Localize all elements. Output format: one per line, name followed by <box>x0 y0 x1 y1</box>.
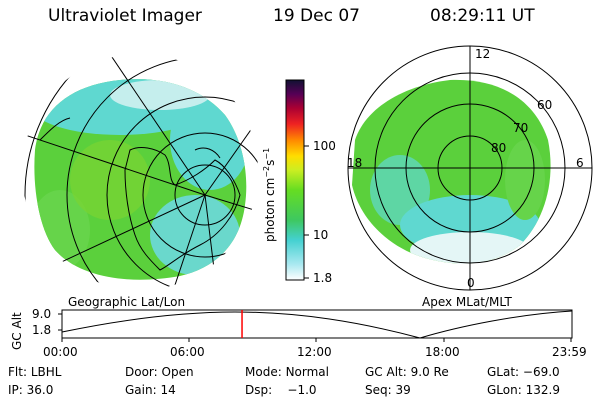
info-dsp: Dsp: −1.0 <box>245 383 317 397</box>
colorbar-unit-label: photon cm−2s−1 <box>262 147 277 242</box>
colorbar-tick-100: 100 <box>313 139 336 153</box>
info-glat: GLat: −69.0 <box>487 365 560 379</box>
mlt-label-6: 6 <box>576 156 584 170</box>
time-label: 08:29:11 UT <box>430 6 535 26</box>
info-mode: Mode: Normal <box>245 365 329 379</box>
apex-caption: Apex MLat/MLT <box>422 295 512 309</box>
xtick-0600: 06:00 <box>170 345 205 359</box>
xtick-1200: 12:00 <box>297 345 332 359</box>
altitude-ytick-9: 9.0 <box>32 307 52 321</box>
mlt-label-12: 12 <box>475 47 491 61</box>
xtick-1800: 18:00 <box>425 345 460 359</box>
geographic-image <box>22 54 258 290</box>
colorbar-tick-10: 10 <box>313 228 329 242</box>
info-ip: IP: 36.0 <box>8 383 54 397</box>
info-gain: Gain: 14 <box>125 383 176 397</box>
info-glon: GLon: 132.9 <box>487 383 560 397</box>
mlat-label-70: 70 <box>513 121 529 135</box>
date-label: 19 Dec 07 <box>273 6 360 26</box>
altitude-ylabel: GC Alt <box>10 312 24 350</box>
info-gcalt: GC Alt: 9.0 Re <box>365 365 449 379</box>
colorbar-tick-1-8: 1.8 <box>313 271 333 285</box>
colorbar <box>285 79 309 281</box>
geographic-caption: Geographic Lat/Lon <box>68 295 186 309</box>
info-flt: Flt: LBHL <box>8 365 62 379</box>
magnetic-polar-image <box>347 45 593 291</box>
altitude-plot <box>58 309 573 342</box>
mlt-label-0: 0 <box>467 276 475 290</box>
xtick-2359: 23:59 <box>552 345 587 359</box>
info-seq: Seq: 39 <box>365 383 411 397</box>
xtick-0000: 00:00 <box>43 345 78 359</box>
instrument-title: Ultraviolet Imager <box>48 6 202 26</box>
mlt-label-18: 18 <box>347 156 363 170</box>
mlat-label-80: 80 <box>491 141 507 155</box>
mlat-label-60: 60 <box>537 98 553 112</box>
info-door: Door: Open <box>125 365 194 379</box>
altitude-ytick-1-8: 1.8 <box>32 323 52 337</box>
